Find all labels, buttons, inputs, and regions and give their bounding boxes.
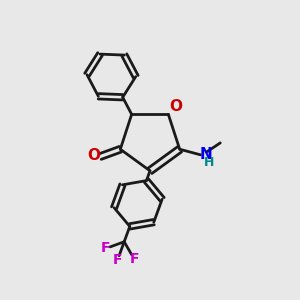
Text: O: O: [87, 148, 100, 164]
Text: N: N: [199, 147, 212, 162]
Text: H: H: [203, 156, 214, 169]
Text: F: F: [113, 253, 122, 267]
Text: F: F: [101, 242, 110, 256]
Text: F: F: [129, 252, 139, 266]
Text: O: O: [169, 99, 182, 114]
